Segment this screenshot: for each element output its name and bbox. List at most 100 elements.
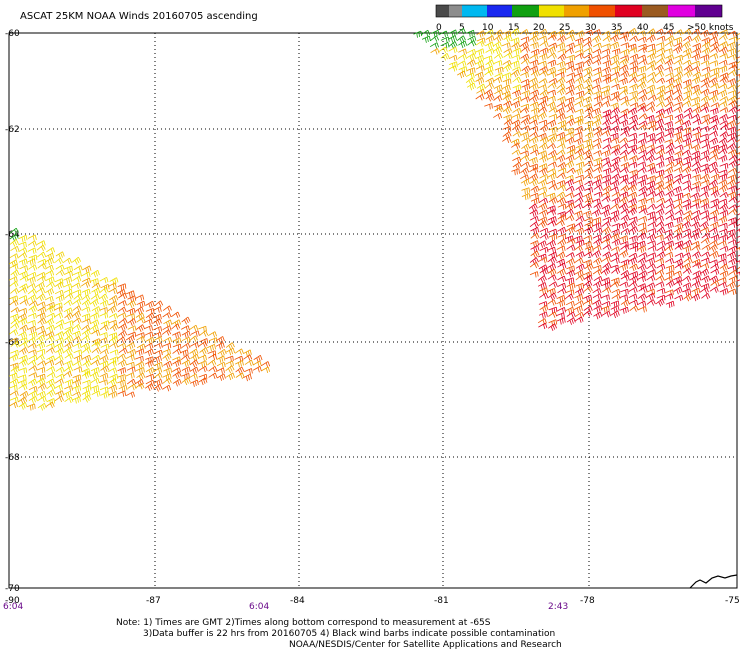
wind-barb [18, 379, 27, 387]
wind-barb [225, 372, 235, 381]
wind-barb [682, 100, 692, 108]
wind-barb [582, 149, 592, 158]
wind-barb [172, 337, 182, 345]
wind-barb [674, 113, 684, 121]
wind-barb [655, 269, 665, 276]
wind-barb [556, 172, 566, 179]
wind-barb [646, 43, 656, 50]
wind-barb [601, 54, 611, 61]
wind-barb [692, 88, 702, 97]
wind-barb [637, 161, 647, 168]
wind-barb [45, 257, 54, 266]
wind-barb [736, 218, 740, 221]
wind-barb [136, 332, 145, 339]
wind-barb [18, 258, 28, 266]
wind-barb [583, 47, 593, 54]
wind-barb [645, 197, 655, 204]
wind-barb [62, 390, 72, 399]
wind-barb [690, 203, 700, 210]
wind-barb [691, 84, 700, 92]
wind-barb [429, 42, 439, 49]
wind-barb [674, 294, 684, 302]
wind-barb [537, 111, 547, 120]
wind-barb [108, 384, 118, 392]
wind-barb [655, 281, 665, 288]
wind-barb [593, 101, 603, 109]
wind-barb [628, 220, 638, 229]
wind-barb [737, 254, 740, 257]
wind-barb [593, 150, 602, 157]
wind-barb [638, 113, 648, 120]
wind-barb [700, 203, 710, 211]
wind-barb [674, 71, 684, 80]
wind-barb [683, 70, 693, 78]
wind-barb [9, 295, 19, 303]
wind-barb [145, 356, 154, 364]
wind-barb [638, 208, 648, 215]
wind-barb [665, 270, 675, 278]
wind-barb [593, 166, 602, 174]
wind-barb [709, 137, 719, 146]
wind-barb [600, 209, 610, 218]
wind-barb [547, 34, 557, 41]
wind-barb [593, 42, 602, 50]
wind-barb [719, 245, 729, 253]
wind-barb [646, 263, 656, 270]
wind-barb [665, 148, 675, 157]
wind-barb [502, 106, 512, 115]
wind-barb [466, 59, 476, 68]
wind-barb [493, 84, 503, 92]
wind-barb [529, 209, 539, 218]
wind-barb [575, 96, 584, 103]
wind-barb [574, 66, 583, 74]
wind-barb [682, 47, 692, 56]
wind-barb [448, 46, 458, 54]
wind-barb [519, 41, 529, 50]
wind-barb [539, 89, 549, 98]
wind-barb [565, 202, 575, 211]
wind-barb [171, 311, 181, 319]
wind-barb [556, 191, 566, 200]
wind-barb [547, 82, 557, 89]
wind-barb [719, 41, 729, 49]
wind-barb [198, 377, 208, 386]
wind-barb [709, 53, 719, 60]
wind-barb [547, 268, 557, 277]
wind-barb [584, 154, 594, 162]
wind-barb [557, 214, 567, 222]
wind-barb [719, 53, 729, 60]
left-swath-wind-barbs [8, 227, 271, 411]
wind-barb [655, 148, 666, 157]
wind-barb [539, 304, 549, 313]
wind-barb [682, 161, 692, 168]
wind-barb [710, 67, 720, 75]
wind-barb [701, 143, 711, 151]
wind-barb [673, 59, 683, 66]
wind-barb [628, 76, 638, 84]
wind-barb [538, 133, 547, 141]
wind-barb [673, 233, 683, 241]
graticule [9, 33, 737, 588]
wind-barb [593, 157, 603, 165]
wind-barb [654, 118, 664, 127]
wind-barb [584, 172, 594, 180]
wind-barb [709, 31, 719, 39]
wind-barb [619, 250, 629, 258]
wind-barb [109, 295, 119, 303]
wind-barb [629, 66, 639, 74]
wind-barb [683, 239, 693, 248]
wind-barb [575, 274, 585, 282]
coastline [689, 574, 738, 589]
wind-barb [547, 95, 556, 103]
wind-barb [18, 331, 28, 339]
wind-barb [190, 353, 200, 362]
wind-barb [555, 219, 565, 227]
wind-barb [575, 161, 585, 169]
wind-barb [647, 191, 657, 198]
wind-barb [565, 160, 575, 169]
wind-barb [9, 263, 19, 271]
wind-barb [629, 271, 639, 279]
wind-barb [72, 396, 81, 404]
wind-barb [682, 282, 692, 290]
wind-barb [682, 275, 692, 282]
